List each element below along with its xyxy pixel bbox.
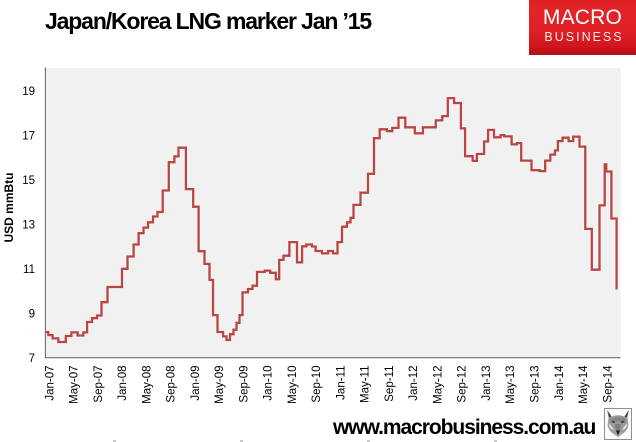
svg-text:Sep-10: Sep-10 xyxy=(311,366,323,403)
svg-text:May-10: May-10 xyxy=(287,366,299,404)
svg-text:Jan-07: Jan-07 xyxy=(44,366,56,401)
svg-text:Jan-11: Jan-11 xyxy=(335,366,347,400)
svg-text:11: 11 xyxy=(23,264,35,276)
svg-text:Sep-14: Sep-14 xyxy=(602,365,614,403)
svg-text:Jan-13: Jan-13 xyxy=(481,366,493,401)
svg-text:May-13: May-13 xyxy=(505,366,517,404)
svg-text:Sep-12: Sep-12 xyxy=(457,366,469,403)
svg-text:Sep-07: Sep-07 xyxy=(93,366,105,403)
svg-text:19: 19 xyxy=(22,86,35,98)
svg-text:Jan-08: Jan-08 xyxy=(117,366,129,401)
svg-text:May-08: May-08 xyxy=(141,366,153,404)
svg-text:13: 13 xyxy=(22,220,35,232)
svg-text:Jan-12: Jan-12 xyxy=(408,366,420,401)
svg-text:Jan-10: Jan-10 xyxy=(263,366,275,401)
svg-text:May-09: May-09 xyxy=(214,366,226,404)
svg-text:Sep-11: Sep-11 xyxy=(384,366,396,402)
svg-text:9: 9 xyxy=(29,309,35,321)
svg-text:Sep-08: Sep-08 xyxy=(166,366,178,403)
svg-text:Jan-09: Jan-09 xyxy=(190,366,202,401)
svg-text:Sep-09: Sep-09 xyxy=(238,366,250,403)
svg-text:Jan-14: Jan-14 xyxy=(554,365,566,401)
svg-text:Sep-13: Sep-13 xyxy=(530,366,542,403)
svg-text:May-07: May-07 xyxy=(69,366,81,404)
svg-text:7: 7 xyxy=(29,353,35,365)
svg-text:May-14: May-14 xyxy=(578,365,590,404)
svg-text:15: 15 xyxy=(22,175,35,187)
svg-text:USD mmBtu: USD mmBtu xyxy=(2,172,16,242)
svg-text:May-11: May-11 xyxy=(360,366,372,404)
svg-text:17: 17 xyxy=(22,131,35,143)
svg-text:May-12: May-12 xyxy=(433,366,445,404)
